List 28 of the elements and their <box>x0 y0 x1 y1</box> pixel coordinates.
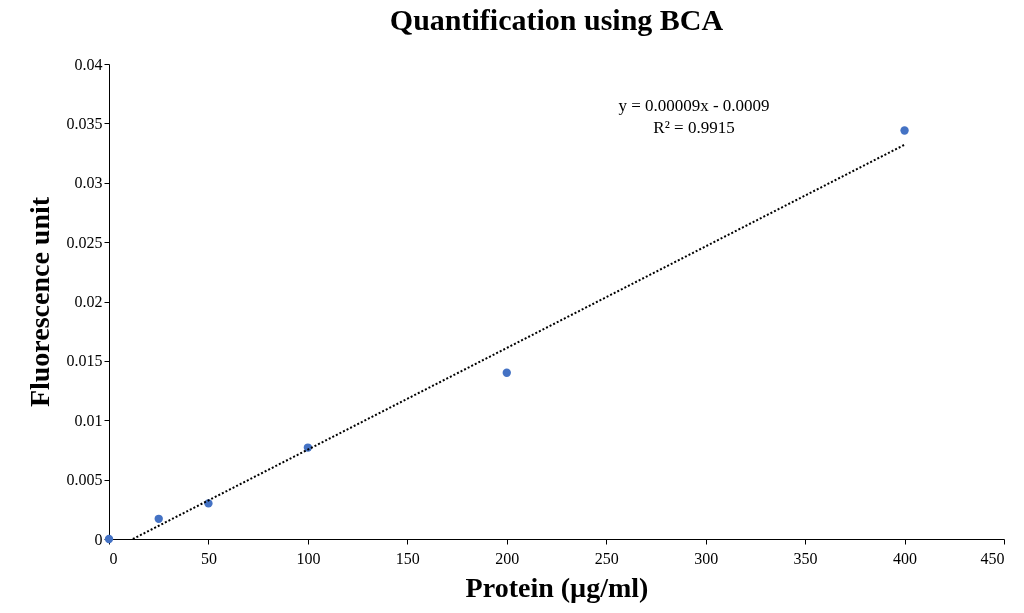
y-tick-label: 0.025 <box>66 233 103 251</box>
y-tick-label: 0.04 <box>74 55 103 73</box>
x-tick-label: 50 <box>200 549 217 567</box>
x-tick-label: 300 <box>694 549 719 567</box>
y-tick-label: 0.02 <box>74 293 103 310</box>
x-axis-title: Protein (µg/ml) <box>465 571 649 603</box>
point <box>154 514 163 523</box>
y-tick-label: 0.03 <box>74 174 103 192</box>
y-tick-label: 0.035 <box>66 114 103 132</box>
annotation: R² = 0.9915 <box>653 118 735 137</box>
x-tick-label: 350 <box>793 549 818 567</box>
y-axis-title: Fluorescence unit <box>23 196 55 408</box>
x-tick-label: 450 <box>980 549 1005 567</box>
chart-title: Quantification using BCA <box>389 3 724 36</box>
y-tick-label: 0 <box>94 530 103 548</box>
point <box>303 443 313 452</box>
x-tick-label: 250 <box>594 549 619 567</box>
x-tick-label: 100 <box>296 549 321 567</box>
x-tick-label: 200 <box>495 549 520 567</box>
y-tick-label: 0.015 <box>66 352 103 370</box>
x-tick-label: 150 <box>395 549 420 567</box>
y-tick-label: 0.01 <box>74 411 103 429</box>
x-tick-label: 400 <box>893 549 918 567</box>
x-tick-label: 0 <box>109 549 118 567</box>
annotation: y = 0.00009x - 0.0009 <box>618 96 770 115</box>
point <box>502 368 511 377</box>
point <box>900 126 909 135</box>
y-tick-label: 0.005 <box>66 471 103 489</box>
